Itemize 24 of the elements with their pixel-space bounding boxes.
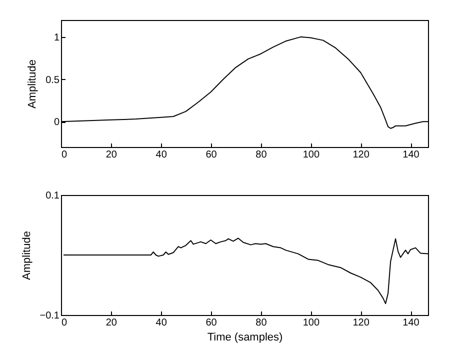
y-tick-label: 0.5 (46, 74, 60, 86)
x-tick-label: 120 (352, 318, 370, 328)
y-axis-title: Amplitude (20, 231, 33, 280)
x-tick-label: 60 (206, 150, 218, 160)
y-tick-label: −0.1 (40, 310, 60, 322)
x-tick-label: 80 (256, 318, 268, 328)
x-tick-label: 140 (402, 318, 420, 328)
x-tick-label: 100 (302, 150, 320, 160)
y-tick-label: 1 (54, 32, 60, 44)
x-tick-label: 60 (206, 318, 218, 328)
y-tick-label: 0 (54, 117, 60, 128)
x-tick-label: 40 (156, 318, 168, 328)
x-tick-label: 140 (402, 150, 420, 160)
x-tick-label: 0 (62, 318, 68, 328)
y-tick-label: 0.1 (46, 190, 60, 202)
x-axis-title: Time (samples) (207, 332, 283, 344)
y-axis-title: Amplitude (26, 60, 39, 108)
x-tick-label: 0 (62, 150, 68, 160)
x-tick-label: 40 (156, 150, 168, 160)
x-tick-label: 120 (352, 150, 370, 160)
x-tick-label: 20 (106, 318, 118, 328)
x-tick-label: 20 (106, 150, 118, 160)
x-tick-label: 100 (302, 318, 320, 328)
x-tick-label: 80 (256, 150, 268, 160)
